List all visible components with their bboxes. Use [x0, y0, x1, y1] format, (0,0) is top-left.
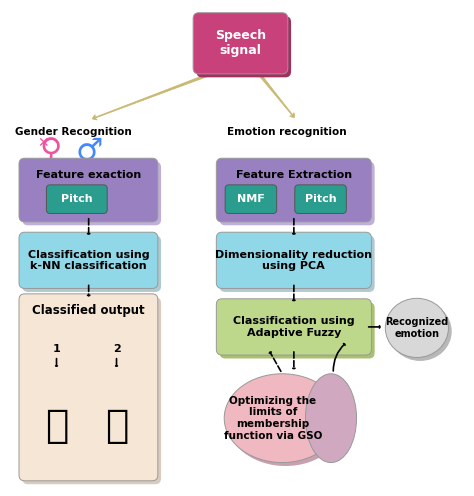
- Text: Speech
signal: Speech signal: [215, 29, 266, 58]
- Text: Optimizing the
limits of
membership
function via GSO: Optimizing the limits of membership func…: [224, 396, 322, 440]
- FancyBboxPatch shape: [216, 158, 372, 222]
- Text: Feature Extraction: Feature Extraction: [236, 170, 352, 180]
- FancyBboxPatch shape: [219, 162, 374, 225]
- FancyBboxPatch shape: [219, 236, 374, 292]
- FancyBboxPatch shape: [295, 185, 346, 213]
- Text: Pitch: Pitch: [61, 194, 92, 204]
- Text: Pitch: Pitch: [305, 194, 337, 204]
- FancyBboxPatch shape: [22, 236, 161, 292]
- FancyBboxPatch shape: [193, 13, 288, 74]
- Ellipse shape: [305, 374, 356, 463]
- FancyBboxPatch shape: [225, 185, 277, 213]
- Ellipse shape: [389, 302, 452, 361]
- Text: 🚶: 🚶: [105, 407, 128, 445]
- Text: Dimensionality reduction
using PCA: Dimensionality reduction using PCA: [215, 249, 373, 271]
- Ellipse shape: [224, 374, 340, 463]
- Text: Feature exaction: Feature exaction: [36, 170, 141, 180]
- FancyBboxPatch shape: [219, 302, 374, 359]
- FancyBboxPatch shape: [19, 294, 158, 481]
- Text: Recognized
emotion: Recognized emotion: [385, 317, 448, 339]
- Ellipse shape: [385, 298, 448, 358]
- Text: 1: 1: [53, 344, 60, 354]
- Text: 🧍: 🧍: [45, 407, 68, 445]
- Text: Classified output: Classified output: [32, 304, 145, 317]
- Ellipse shape: [228, 377, 344, 466]
- Text: 2: 2: [113, 344, 120, 354]
- FancyBboxPatch shape: [46, 185, 107, 213]
- FancyBboxPatch shape: [19, 158, 158, 222]
- FancyBboxPatch shape: [196, 16, 291, 77]
- Text: ♀: ♀: [39, 137, 61, 166]
- Text: ♂: ♂: [76, 136, 103, 165]
- Text: ✕: ✕: [37, 136, 49, 150]
- Text: Classification using
k-NN classification: Classification using k-NN classification: [27, 249, 149, 271]
- FancyBboxPatch shape: [19, 232, 158, 289]
- Text: Gender Recognition: Gender Recognition: [15, 127, 132, 137]
- Text: Emotion recognition: Emotion recognition: [227, 127, 346, 137]
- FancyBboxPatch shape: [216, 232, 372, 289]
- Text: NMF: NMF: [237, 194, 265, 204]
- FancyBboxPatch shape: [22, 162, 161, 225]
- FancyBboxPatch shape: [216, 299, 372, 355]
- FancyBboxPatch shape: [22, 297, 161, 484]
- Text: Classification using
Adaptive Fuzzy: Classification using Adaptive Fuzzy: [233, 316, 355, 338]
